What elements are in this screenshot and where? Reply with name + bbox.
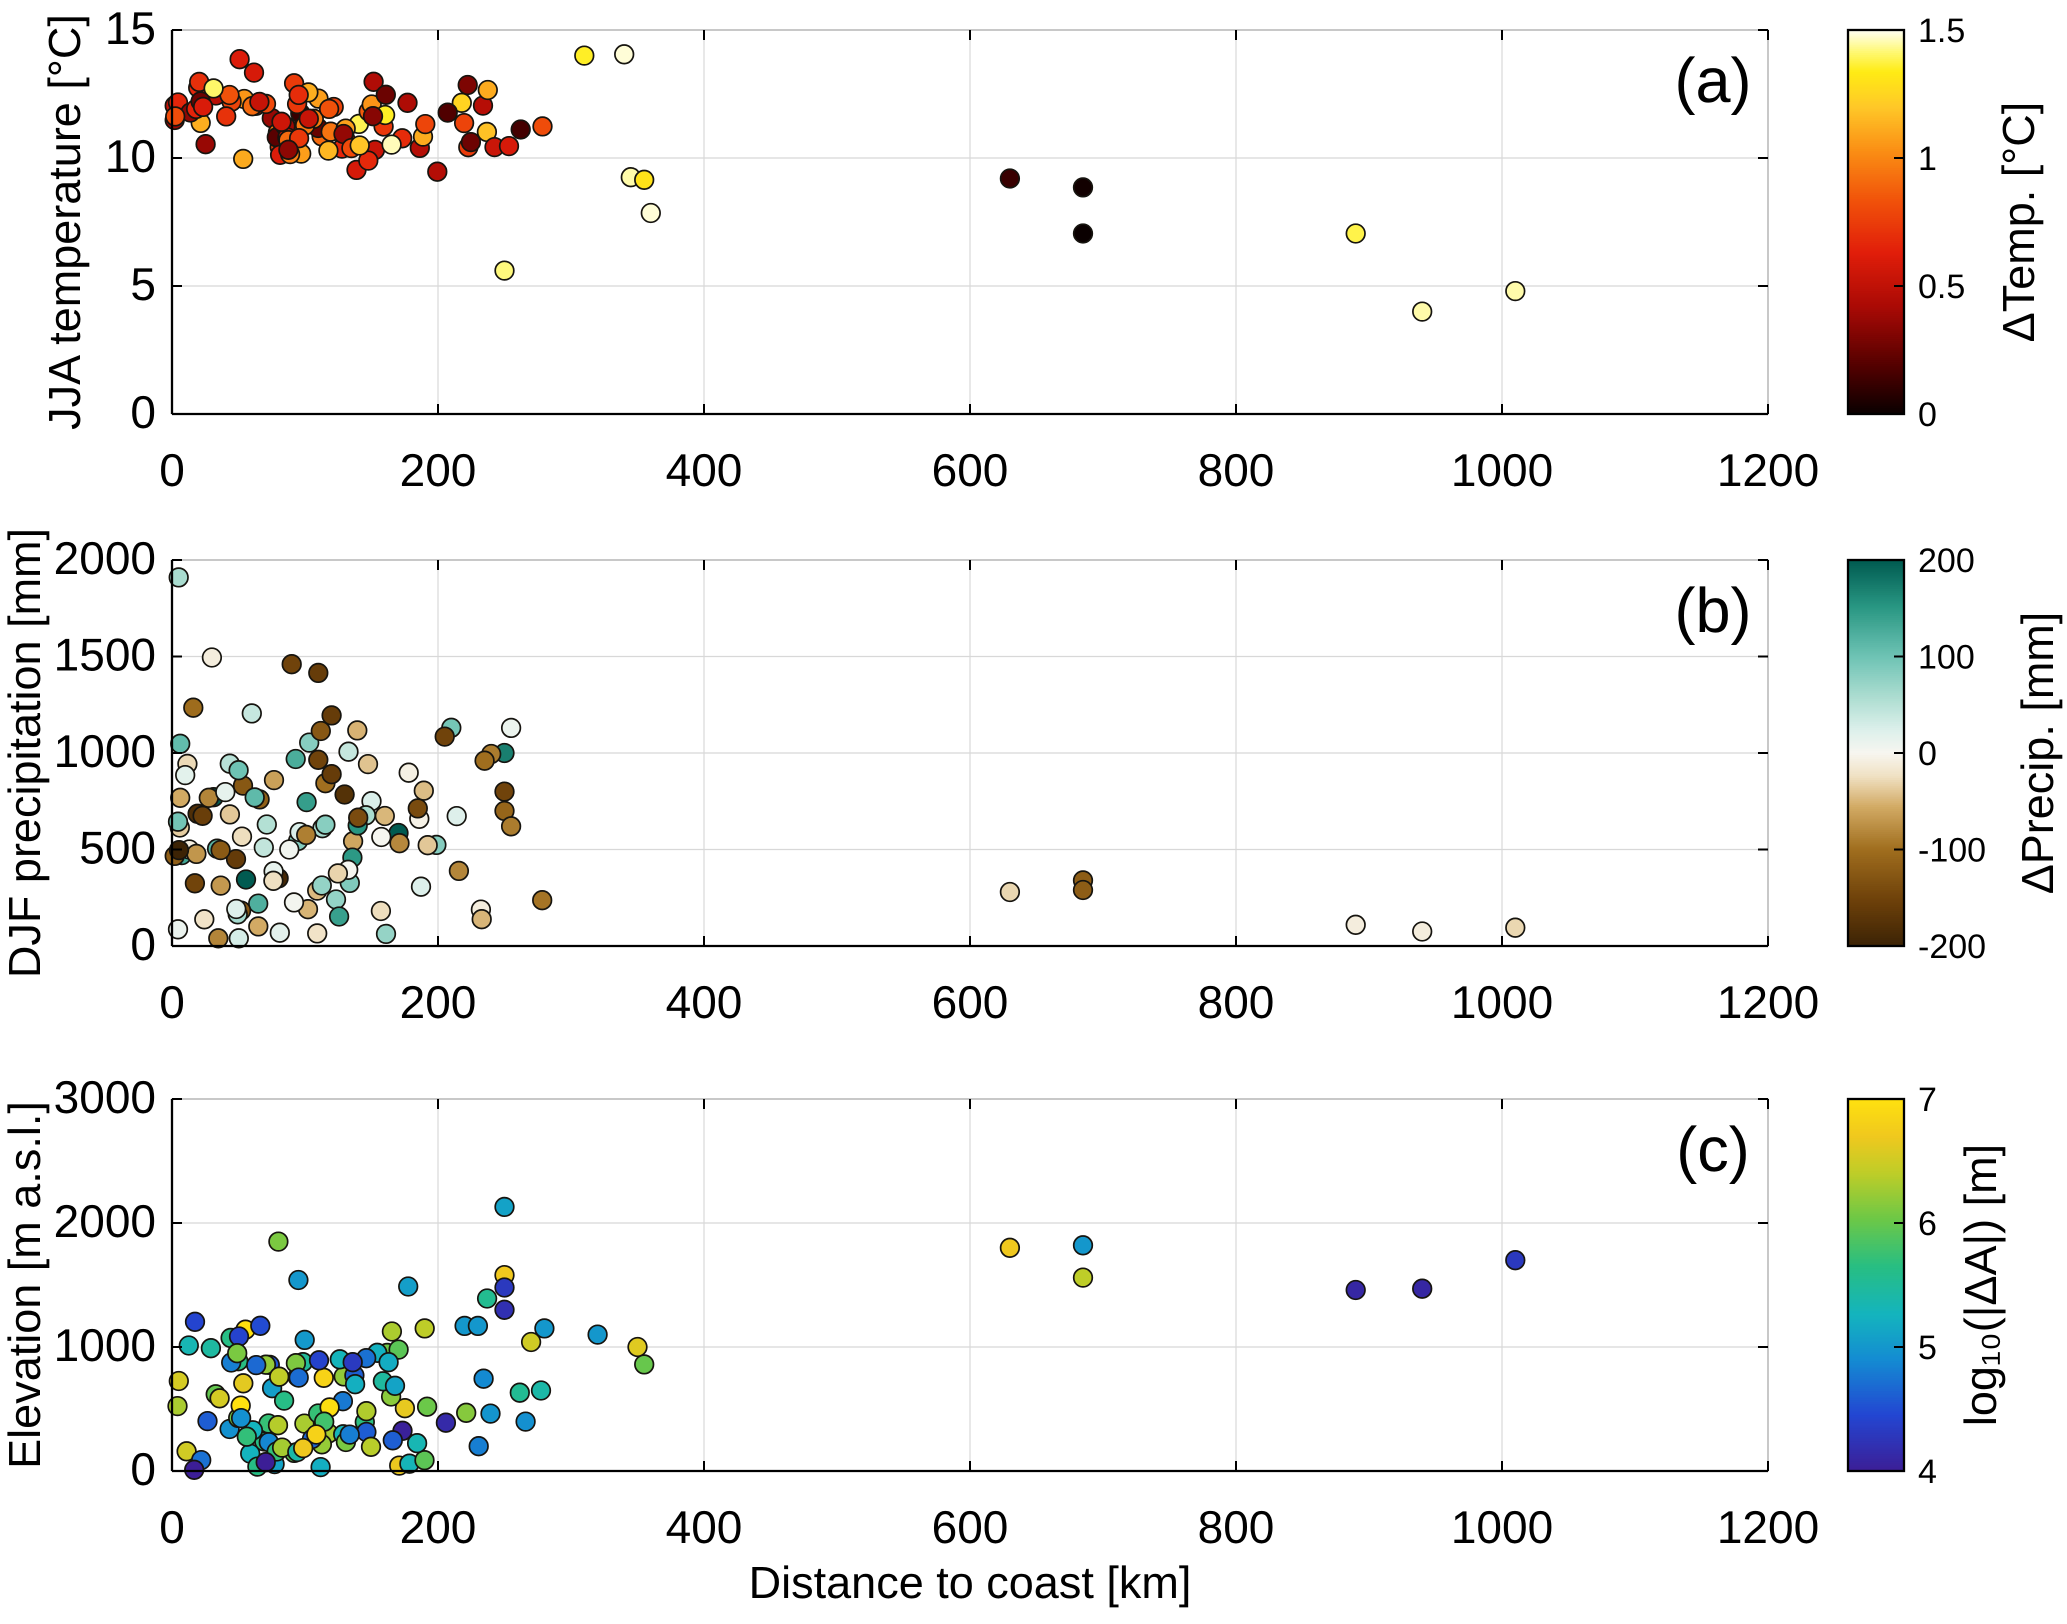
svg-text:800: 800	[1198, 1501, 1275, 1553]
svg-text:200: 200	[1918, 542, 1975, 580]
svg-text:200: 200	[400, 444, 477, 496]
svg-text:ΔPrecip. [mm]: ΔPrecip. [mm]	[2012, 612, 2063, 895]
svg-text:5: 5	[1918, 1329, 1937, 1367]
svg-text:100: 100	[1918, 639, 1975, 677]
svg-text:2000: 2000	[54, 532, 156, 584]
svg-text:-100: -100	[1918, 832, 1986, 870]
svg-text:6: 6	[1918, 1205, 1937, 1243]
svg-text:800: 800	[1198, 976, 1275, 1028]
svg-text:3000: 3000	[54, 1071, 156, 1123]
svg-text:JJA temperature [°C]: JJA temperature [°C]	[39, 14, 90, 430]
svg-text:1500: 1500	[54, 629, 156, 681]
svg-text:1000: 1000	[1451, 976, 1553, 1028]
svg-text:1200: 1200	[1717, 444, 1819, 496]
svg-text:400: 400	[666, 976, 743, 1028]
svg-text:1200: 1200	[1717, 1501, 1819, 1553]
svg-text:DJF precipitation [mm]: DJF precipitation [mm]	[0, 528, 50, 978]
svg-text:1000: 1000	[54, 725, 156, 777]
svg-text:1000: 1000	[54, 1319, 156, 1371]
svg-text:2000: 2000	[54, 1195, 156, 1247]
svg-text:1000: 1000	[1451, 444, 1553, 496]
svg-text:-200: -200	[1918, 928, 1986, 966]
svg-text:500: 500	[79, 822, 156, 874]
svg-text:(c): (c)	[1676, 1115, 1749, 1185]
svg-text:10: 10	[105, 130, 156, 182]
svg-text:1000: 1000	[1451, 1501, 1553, 1553]
svg-text:0: 0	[130, 918, 156, 970]
svg-text:0: 0	[159, 444, 185, 496]
svg-text:400: 400	[666, 1501, 743, 1553]
svg-text:15: 15	[105, 2, 156, 54]
svg-text:(b): (b)	[1675, 576, 1752, 646]
svg-text:200: 200	[400, 976, 477, 1028]
svg-text:0: 0	[130, 1443, 156, 1495]
svg-text:5: 5	[130, 258, 156, 310]
svg-text:Elevation [m a.s.l.]: Elevation [m a.s.l.]	[0, 1101, 50, 1469]
svg-text:log₁₀(|ΔA|) [m]: log₁₀(|ΔA|) [m]	[1955, 1144, 2006, 1426]
svg-text:(a): (a)	[1675, 46, 1752, 116]
svg-text:0: 0	[1918, 396, 1937, 434]
svg-text:0.5: 0.5	[1918, 268, 1965, 306]
svg-text:4: 4	[1918, 1453, 1937, 1491]
svg-text:ΔTemp. [°C]: ΔTemp. [°C]	[1993, 102, 2044, 343]
svg-text:0: 0	[159, 976, 185, 1028]
svg-text:0: 0	[1918, 735, 1937, 773]
svg-text:800: 800	[1198, 444, 1275, 496]
svg-text:200: 200	[400, 1501, 477, 1553]
svg-text:Distance to coast [km]: Distance to coast [km]	[749, 1557, 1192, 1608]
svg-text:400: 400	[666, 444, 743, 496]
svg-text:600: 600	[932, 1501, 1009, 1553]
svg-text:0: 0	[130, 386, 156, 438]
svg-text:600: 600	[932, 444, 1009, 496]
svg-text:1: 1	[1918, 140, 1937, 178]
svg-text:1200: 1200	[1717, 976, 1819, 1028]
svg-text:600: 600	[932, 976, 1009, 1028]
svg-text:1.5: 1.5	[1918, 12, 1965, 50]
svg-text:0: 0	[159, 1501, 185, 1553]
svg-text:7: 7	[1918, 1081, 1937, 1119]
